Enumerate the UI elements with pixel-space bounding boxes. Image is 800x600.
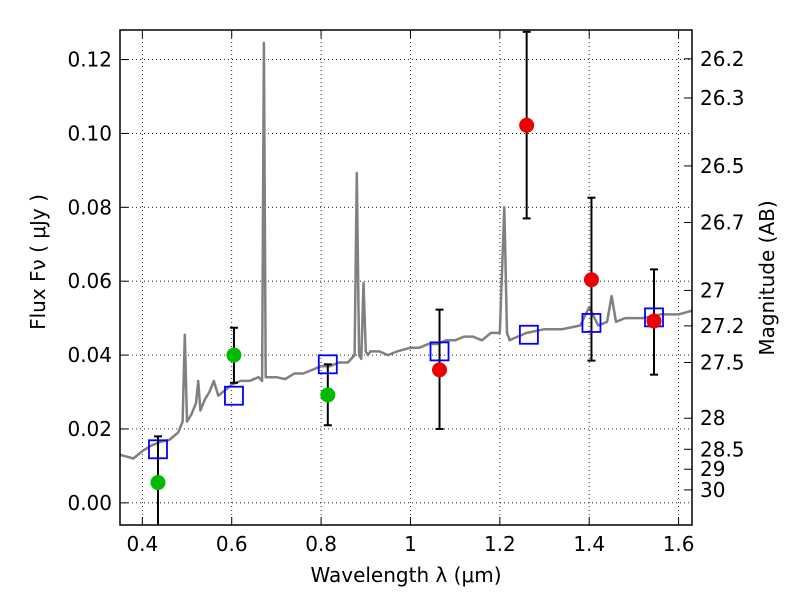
right-tick-label: 27.5 (700, 350, 745, 374)
right-tick-label: 27.2 (700, 314, 745, 338)
x-tick-label: 1.2 (484, 532, 516, 556)
x-tick-label: 0.8 (305, 532, 337, 556)
observed-optical-point (320, 387, 336, 403)
observed-nir-point (583, 272, 599, 288)
right-tick-label: 30 (700, 478, 725, 502)
y-tick-label: 0.04 (67, 343, 112, 367)
right-tick-label: 26.3 (700, 86, 745, 110)
right-axis-label: Magnitude (AB) (755, 200, 779, 355)
model-photometry-point (581, 313, 602, 333)
marker-layer (148, 117, 664, 491)
model-photometry-point (317, 354, 338, 375)
right-tick-label: 28 (700, 406, 725, 430)
x-tick-label: 1 (404, 532, 417, 556)
observed-nir-point (519, 117, 535, 133)
observed-nir-point (432, 362, 448, 378)
right-tick-label: 28.5 (700, 437, 745, 461)
model-photometry-point (518, 324, 539, 345)
tick-layer: 0.4 0.6 0.8 1 1.2 1.4 1.6 0.00 0.02 0.04 0.06 0.08 0… (67, 30, 745, 556)
y-tick-label: 0.08 (67, 195, 112, 219)
right-tick-label: 26.2 (700, 47, 745, 71)
y-tick-label: 0.12 (67, 48, 112, 72)
observed-optical-point (226, 347, 242, 363)
right-tick-label: 26.5 (700, 154, 745, 178)
observed-nir-point (646, 313, 662, 329)
spectrum-layer (119, 41, 693, 460)
model-photometry-point (224, 385, 244, 406)
grid-lines (120, 30, 692, 525)
error-bar-layer (153, 30, 659, 525)
y-tick-label: 0.02 (67, 417, 112, 441)
y-tick-label: 0.00 (67, 491, 112, 515)
observed-optical-point (150, 475, 166, 491)
model-photometry-point (429, 341, 450, 362)
right-tick-label: 26.7 (700, 210, 745, 234)
x-tick-label: 1.4 (573, 532, 605, 556)
x-tick-label: 0.4 (126, 532, 158, 556)
x-tick-label: 1.6 (663, 532, 695, 556)
y-tick-label: 0.06 (67, 269, 112, 293)
model-photometry-point (148, 439, 168, 460)
model-spectrum-line (119, 41, 693, 460)
y-axis-label: Flux Fν ( μJy ) (26, 194, 50, 330)
x-axis-label: Wavelength λ (μm) (310, 563, 501, 587)
x-tick-label: 0.6 (216, 532, 248, 556)
plot-frame (119, 29, 693, 526)
right-tick-label: 29 (700, 457, 725, 481)
right-tick-label: 27 (700, 278, 725, 302)
y-tick-label: 0.10 (67, 121, 112, 145)
